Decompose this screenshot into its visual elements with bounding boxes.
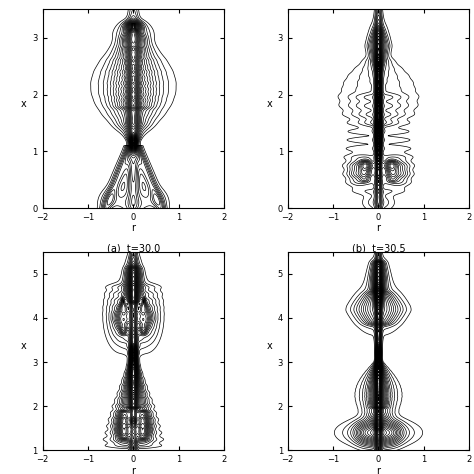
Y-axis label: x: x <box>21 341 27 351</box>
Y-axis label: x: x <box>266 341 272 351</box>
Y-axis label: x: x <box>266 99 272 109</box>
X-axis label: r: r <box>131 465 136 474</box>
Y-axis label: x: x <box>21 99 27 109</box>
Text: (b)  t=30.5: (b) t=30.5 <box>352 244 405 254</box>
X-axis label: r: r <box>131 223 136 233</box>
X-axis label: r: r <box>376 223 381 233</box>
X-axis label: r: r <box>376 465 381 474</box>
Text: (a)  t=30.0: (a) t=30.0 <box>107 244 160 254</box>
